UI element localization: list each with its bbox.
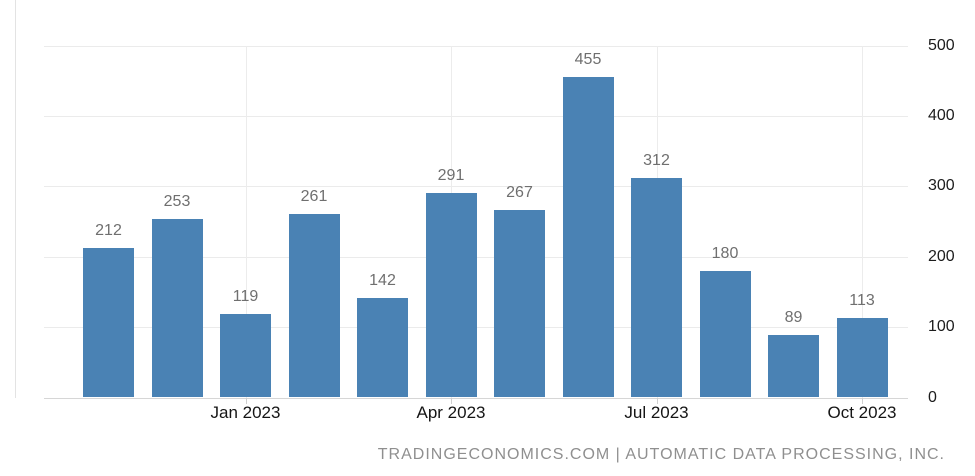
bar[interactable] bbox=[288, 213, 340, 398]
x-axis-tick bbox=[862, 397, 863, 404]
y-axis-tick-label: 300 bbox=[928, 177, 955, 195]
x-axis-tick-label: Jan 2023 bbox=[210, 403, 281, 422]
bar-value-label: 291 bbox=[437, 166, 465, 184]
y-axis-tick-label: 100 bbox=[928, 318, 955, 336]
bar-value-label: 119 bbox=[232, 287, 259, 305]
y-gridline bbox=[44, 115, 908, 117]
x-axis-line bbox=[44, 397, 908, 399]
x-gridline bbox=[245, 45, 247, 398]
bar[interactable] bbox=[357, 297, 408, 398]
bar-value-label: 180 bbox=[711, 244, 739, 262]
bar-value-label: 142 bbox=[369, 271, 396, 289]
bar-value-label: 212 bbox=[95, 222, 122, 240]
x-axis-tick-label: Apr 2023 bbox=[416, 403, 486, 422]
bar-value-label: 267 bbox=[506, 183, 533, 201]
bar-value-label: 253 bbox=[163, 193, 191, 211]
y-axis-tick-label: 200 bbox=[928, 247, 955, 265]
x-axis-tick bbox=[245, 397, 247, 404]
bar[interactable] bbox=[699, 270, 751, 398]
bar[interactable] bbox=[562, 77, 614, 398]
bar-value-label: 455 bbox=[574, 51, 602, 69]
bar-value-label: 261 bbox=[300, 187, 328, 205]
y-axis-tick-label: 500 bbox=[928, 36, 955, 54]
x-axis-tick-label: Jul 2023 bbox=[624, 403, 689, 422]
y-axis-line bbox=[15, 0, 16, 398]
bar[interactable] bbox=[83, 248, 134, 398]
x-axis-tick bbox=[656, 397, 658, 404]
bar-value-label: 312 bbox=[643, 151, 670, 169]
bar[interactable] bbox=[768, 334, 819, 398]
bar[interactable] bbox=[631, 177, 682, 398]
y-gridline bbox=[44, 186, 908, 188]
bar[interactable] bbox=[494, 209, 545, 398]
bar[interactable] bbox=[220, 313, 271, 398]
x-gridline bbox=[862, 45, 863, 398]
y-axis-tick-label: 400 bbox=[928, 106, 955, 124]
chart-attribution: TRADINGECONOMICS.COM | AUTOMATIC DATA PR… bbox=[377, 446, 945, 463]
x-axis-tick-label: Oct 2023 bbox=[827, 403, 897, 422]
bar[interactable] bbox=[425, 192, 477, 398]
bar[interactable] bbox=[836, 317, 888, 398]
y-axis-tick-label: 0 bbox=[928, 388, 937, 406]
y-gridline bbox=[44, 45, 908, 47]
bar[interactable] bbox=[151, 219, 203, 398]
x-axis-tick bbox=[451, 397, 452, 404]
bar-value-label: 89 bbox=[784, 308, 803, 326]
bar-value-label: 113 bbox=[849, 291, 875, 309]
